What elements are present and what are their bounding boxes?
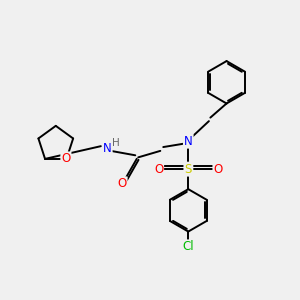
Text: Cl: Cl: [182, 240, 194, 254]
Text: N: N: [184, 135, 193, 148]
Text: N: N: [103, 142, 112, 155]
Text: O: O: [61, 152, 70, 165]
Text: O: O: [154, 163, 163, 176]
Text: S: S: [184, 163, 192, 176]
Text: H: H: [112, 138, 119, 148]
Text: O: O: [117, 177, 127, 190]
Text: O: O: [213, 163, 223, 176]
